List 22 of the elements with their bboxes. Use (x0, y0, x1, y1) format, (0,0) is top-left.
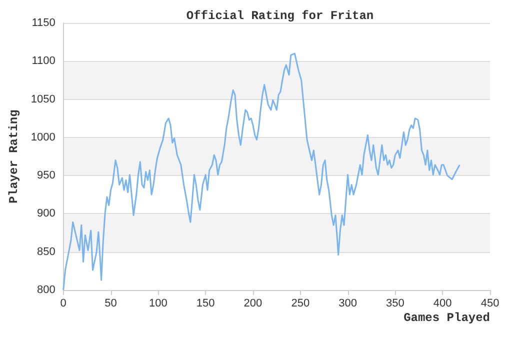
x-tick-label: 0 (60, 298, 66, 310)
y-tick-label: 900 (37, 208, 56, 220)
x-tick-label: 250 (291, 298, 310, 310)
y-tick-label: 950 (37, 170, 56, 182)
y-tick-label: 1050 (30, 93, 56, 106)
x-tick-label: 150 (196, 298, 215, 310)
x-tick-label: 300 (338, 298, 357, 310)
y-axis-title: Player Rating (7, 110, 21, 204)
y-tick-label: 1150 (32, 17, 56, 29)
x-tick-label: 200 (244, 298, 262, 310)
y-tick-label: 1100 (32, 55, 56, 68)
x-tick-label: 50 (104, 298, 117, 310)
y-tick-label: 1000 (30, 131, 56, 144)
line-series (62, 52, 460, 291)
x-tick-label: 350 (386, 298, 404, 310)
x-tick-label: 100 (149, 298, 168, 310)
chart-title: Official Rating for Fritan (186, 9, 374, 23)
x-tick-label: 400 (433, 298, 452, 310)
y-tick-label: 850 (37, 246, 56, 258)
x-axis-title: Games Played (404, 311, 490, 325)
x-tick-label: 450 (480, 298, 500, 310)
y-tick-label: 800 (37, 284, 56, 296)
